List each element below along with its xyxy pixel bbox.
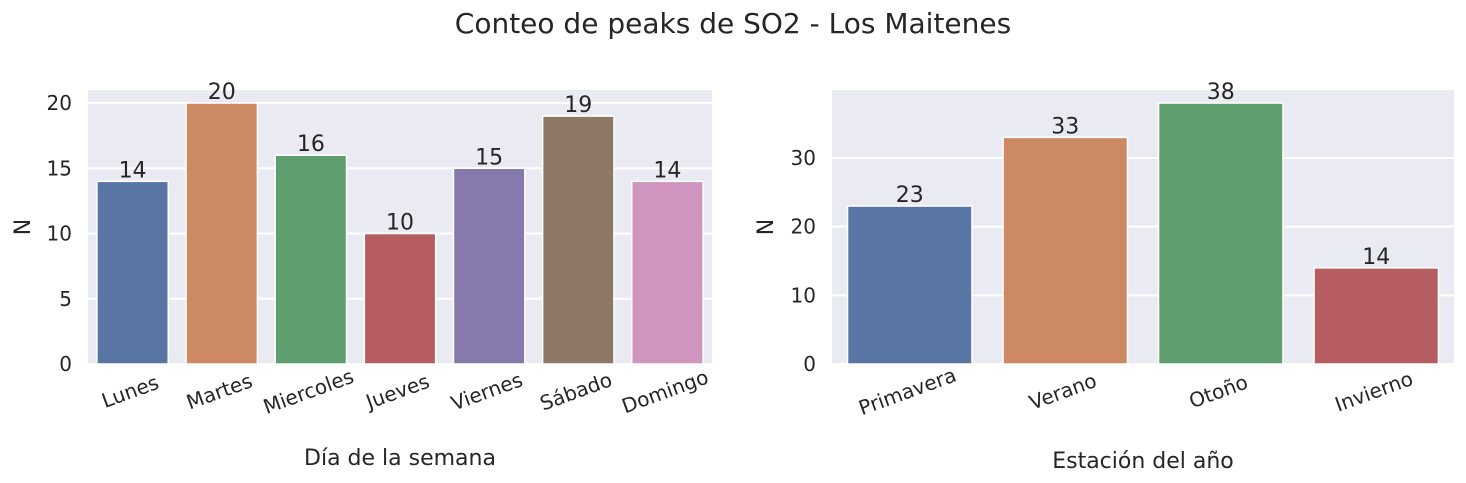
x-tick-label: Primavera	[855, 363, 959, 420]
x-tick-label: Miercoles	[260, 364, 357, 419]
x-tick-label: Invierno	[1332, 366, 1416, 416]
bar-value-label: 38	[1207, 80, 1235, 105]
bar-value-label: 16	[297, 132, 325, 157]
bar-value-label: 14	[1362, 245, 1390, 270]
bar-domingo	[631, 180, 704, 365]
x-tick-label: Domingo	[619, 365, 712, 418]
bar-jueves	[363, 232, 437, 365]
bar-value-label: 20	[208, 80, 236, 105]
bar-lunes	[96, 180, 169, 365]
y-tick-label: 30	[791, 146, 816, 170]
y-tick-label: 20	[47, 91, 72, 115]
bar-value-label: 14	[653, 158, 681, 183]
bar-value-label: 33	[1051, 114, 1079, 139]
chart-season: 0 10 20 30 23 Primavera 33 Verano 38 Otoño 14 Invie…	[754, 80, 1454, 474]
bar-verano	[1002, 136, 1129, 365]
x-tick-label: Otoño	[1186, 370, 1251, 413]
bar-value-label: 23	[896, 183, 924, 208]
bar-value-label: 10	[386, 211, 414, 236]
bar-value-label: 15	[475, 145, 503, 170]
bar-value-label: 14	[119, 158, 147, 183]
y-tick-label: 10	[47, 222, 72, 246]
y-tick-label: 0	[59, 352, 72, 376]
y-tick-label: 0	[803, 352, 816, 376]
bar-martes	[185, 102, 259, 365]
x-tick-label: Jueves	[361, 369, 433, 415]
y-tick-label: 10	[791, 283, 816, 307]
y-axis-label: N	[11, 219, 36, 235]
bar-invierno	[1313, 267, 1440, 365]
x-tick-label: Lunes	[98, 370, 162, 413]
bar-value-label: 19	[564, 93, 592, 118]
x-tick-label: Sábado	[537, 367, 616, 415]
y-tick-label: 20	[791, 215, 816, 239]
bar-sábado	[541, 115, 615, 365]
bar-viernes	[452, 167, 526, 365]
x-tick-label: Viernes	[448, 367, 526, 415]
bar-otoño	[1157, 102, 1284, 365]
y-tick-label: 15	[47, 156, 72, 180]
x-tick-label: Martes	[183, 368, 255, 414]
y-axis-label: N	[754, 219, 779, 235]
x-axis-label: Día de la semana	[304, 446, 496, 471]
bar-miercoles	[274, 154, 348, 365]
bar-primavera	[846, 205, 973, 365]
chart-weekday: 0 5 10 15 20 14 Lunes 20 Martes 16 Miercoles 10 Juev…	[11, 80, 712, 471]
y-tick-label: 5	[59, 287, 72, 311]
x-tick-label: Verano	[1026, 368, 1100, 414]
x-axis-label: Estación del año	[1052, 449, 1234, 474]
figure-title: Conteo de peaks de SO2 - Los Maitenes	[455, 7, 1011, 40]
